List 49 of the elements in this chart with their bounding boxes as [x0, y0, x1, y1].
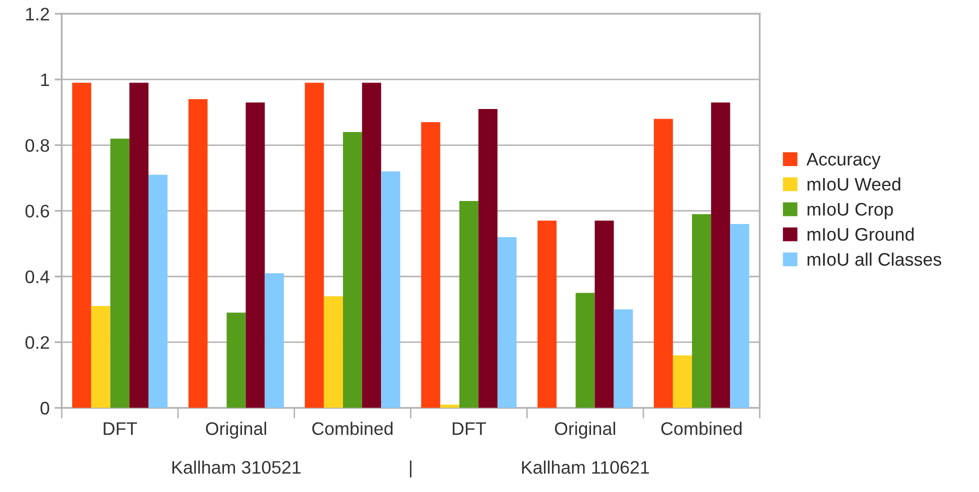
bar [362, 82, 382, 408]
legend-label: mIoU Ground [808, 228, 914, 241]
bar [324, 296, 343, 408]
bar [342, 132, 362, 408]
x-tick-label: Combined [312, 422, 393, 436]
text: | [410, 460, 412, 478]
x-tick-label: DFT [452, 422, 486, 435]
bar [72, 82, 92, 408]
bar [91, 306, 110, 408]
y-tick-label: 1 [41, 74, 49, 86]
bar [672, 355, 692, 408]
bar [226, 312, 246, 408]
bar [478, 109, 498, 408]
legend-label: mIoU Crop [808, 202, 893, 220]
x-tick-label: Original [554, 422, 616, 439]
bar [594, 220, 614, 408]
x-tick-label: Combined [661, 422, 742, 436]
bar [730, 224, 750, 408]
bar [440, 404, 460, 408]
bar [381, 171, 400, 408]
y-tick-label: 0.8 [25, 139, 50, 152]
bar [421, 122, 440, 408]
y-tick-label: 0.2 [25, 336, 49, 349]
bar [110, 138, 130, 408]
legend-label: mIoU all Classes [808, 252, 942, 266]
y-tick-label: 1.2 [26, 8, 49, 20]
bar [246, 102, 265, 408]
bar [711, 102, 730, 408]
y-tick-label: 0.6 [25, 204, 50, 218]
bar [188, 99, 208, 408]
bar [129, 82, 148, 408]
bar [497, 237, 517, 408]
text: Kallham 110621 [522, 460, 649, 474]
y-tick-label: 0.4 [25, 270, 50, 284]
x-tick-label: Original [206, 422, 266, 439]
bar [576, 292, 595, 408]
bar [459, 200, 478, 408]
bar [304, 82, 324, 408]
bar [692, 214, 712, 408]
bar [654, 118, 673, 408]
bar [538, 220, 557, 408]
y-tick-label: 0 [40, 402, 50, 415]
x-tick-label: DFT [104, 422, 137, 435]
bar [264, 273, 284, 408]
text: Kallham 310521 [172, 460, 301, 474]
bar [148, 174, 168, 408]
legend-label: mIoU Weed [808, 177, 900, 191]
bar [614, 309, 633, 408]
legend-label: Accuracy [806, 153, 881, 170]
